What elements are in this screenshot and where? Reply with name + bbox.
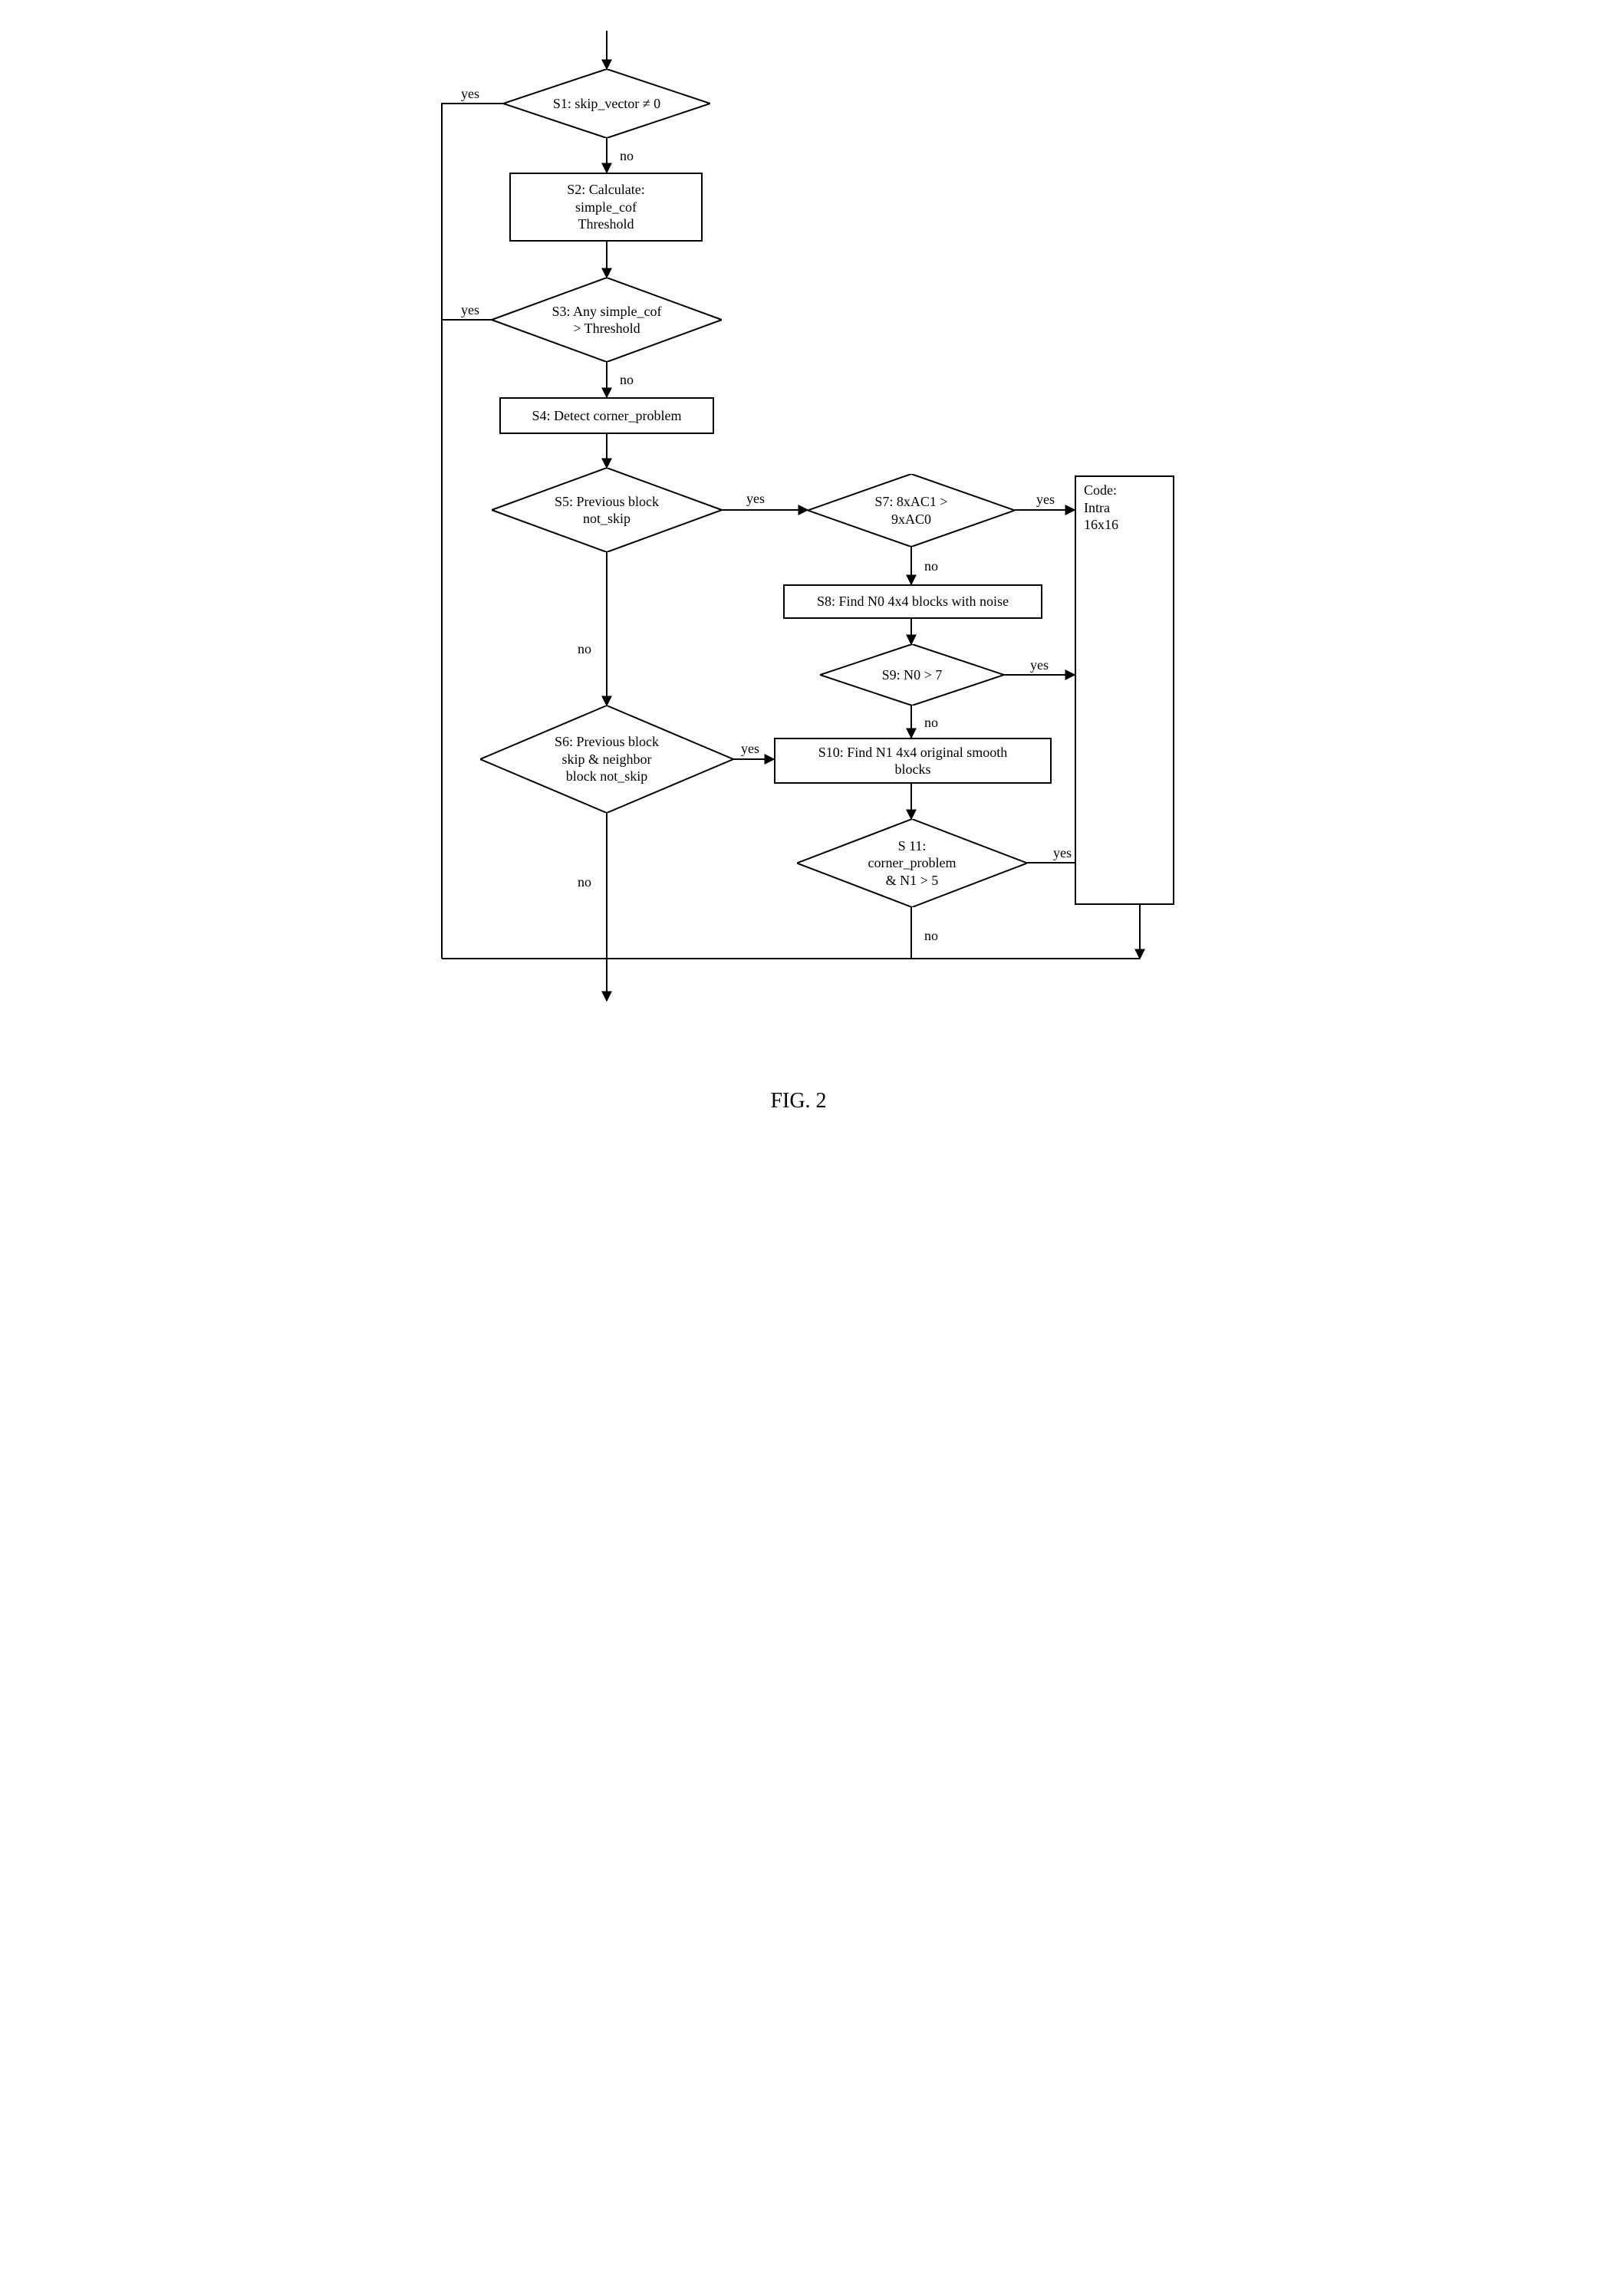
edge-label: no — [923, 715, 940, 731]
edge-label: no — [923, 558, 940, 574]
edge-label: no — [923, 928, 940, 944]
edge-label: no — [576, 874, 593, 890]
flowchart-canvas: FIG. 2 S1: skip_vector ≠ 0 S2: Calculate:… — [400, 15, 1197, 1163]
edge-label: yes — [1035, 492, 1056, 508]
edge-label: yes — [745, 491, 766, 507]
node-s11: S 11: corner_problem & N1 > 5 — [797, 819, 1027, 907]
node-s10: S10: Find N1 4x4 original smooth blocks — [774, 738, 1052, 784]
node-s9: S9: N0 > 7 — [820, 644, 1004, 706]
edge-label: yes — [739, 741, 761, 757]
edge-label: no — [618, 372, 635, 388]
edge-label: yes — [459, 302, 481, 318]
node-s4: S4: Detect corner_problem — [499, 397, 714, 434]
edge-label: no — [618, 148, 635, 164]
node-s7: S7: 8xAC1 > 9xAC0 — [808, 474, 1015, 547]
node-s5: S5: Previous block not_skip — [492, 468, 722, 552]
node-s2: S2: Calculate: simple_cof Threshold — [509, 173, 703, 242]
node-s3: S3: Any simple_cof > Threshold — [492, 278, 722, 362]
node-code: Code: Intra 16x16 — [1075, 475, 1174, 905]
node-s8: S8: Find N0 4x4 blocks with noise — [783, 584, 1042, 619]
node-s1: S1: skip_vector ≠ 0 — [503, 69, 710, 138]
node-s6: S6: Previous block skip & neighbor block… — [480, 706, 733, 813]
edge-label: yes — [459, 86, 481, 102]
edge-label: no — [576, 641, 593, 657]
figure-caption: FIG. 2 — [400, 1089, 1197, 1113]
edge-label: yes — [1029, 657, 1050, 673]
edge-label: yes — [1052, 845, 1073, 861]
